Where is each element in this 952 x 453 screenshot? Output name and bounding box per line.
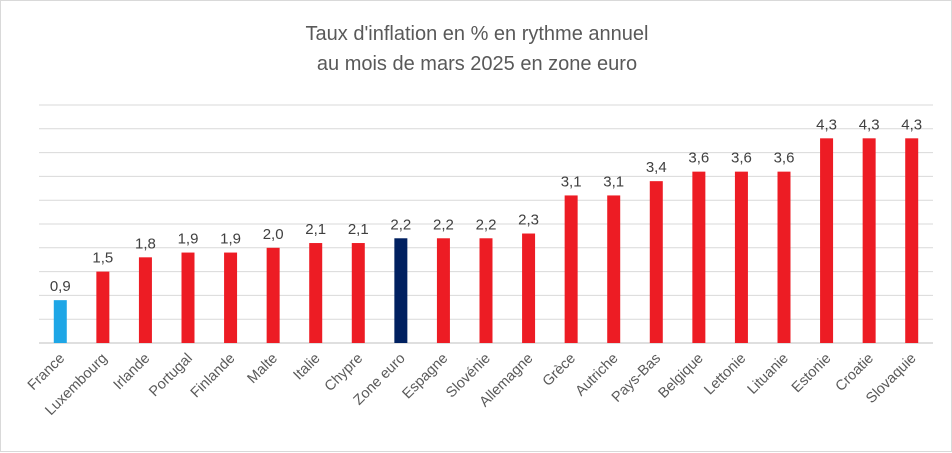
data-label: 1,5 xyxy=(92,250,113,267)
bar xyxy=(607,195,621,343)
bar xyxy=(692,171,706,343)
data-label: 2,2 xyxy=(390,216,411,233)
x-tick-label: Malte xyxy=(245,351,281,387)
bar xyxy=(649,181,663,343)
x-tick-label: Grèce xyxy=(540,351,579,390)
bar xyxy=(266,247,280,343)
bar xyxy=(224,252,238,343)
bar xyxy=(138,257,152,343)
data-label: 2,1 xyxy=(305,221,326,238)
bar xyxy=(394,238,408,343)
bar xyxy=(53,300,67,343)
bar xyxy=(734,171,748,343)
bar xyxy=(351,243,365,343)
data-label: 2,2 xyxy=(433,216,454,233)
bar xyxy=(862,138,876,343)
data-label: 3,6 xyxy=(688,150,709,167)
bar xyxy=(436,238,450,343)
data-label: 1,9 xyxy=(220,231,241,248)
bar xyxy=(777,171,791,343)
bar xyxy=(564,195,578,343)
data-label: 2,0 xyxy=(263,226,284,243)
x-tick-label: Espagne xyxy=(399,351,451,403)
bar xyxy=(181,252,195,343)
data-label: 2,2 xyxy=(476,216,497,233)
data-label: 1,9 xyxy=(178,231,199,248)
x-tick-label: Italie xyxy=(291,351,324,384)
chart-title-line-1: Taux d'inflation en % en rythme annuel xyxy=(305,23,649,45)
bar xyxy=(820,138,834,343)
data-label: 3,6 xyxy=(731,150,752,167)
chart-title-line-2: au mois de mars 2025 en zone euro xyxy=(316,53,638,75)
x-tick-label: Estonie xyxy=(789,351,835,397)
data-label: 4,3 xyxy=(816,116,837,133)
x-tick-label: Lettonie xyxy=(701,351,749,399)
data-label: 2,3 xyxy=(518,212,539,229)
bar xyxy=(479,238,493,343)
data-label: 3,4 xyxy=(646,159,667,176)
bar xyxy=(309,243,323,343)
data-label: 4,3 xyxy=(901,116,922,133)
data-label: 2,1 xyxy=(348,221,369,238)
x-tick-label: Portugal xyxy=(146,351,196,401)
bar xyxy=(96,271,110,343)
data-label: 4,3 xyxy=(859,116,880,133)
bar xyxy=(905,138,919,343)
bar xyxy=(522,233,536,343)
data-label: 3,1 xyxy=(561,173,582,190)
data-label: 3,6 xyxy=(774,150,795,167)
data-label: 1,8 xyxy=(135,235,156,252)
data-label: 3,1 xyxy=(603,173,624,190)
x-tick-label: Finlande xyxy=(188,351,239,402)
data-label: 0,9 xyxy=(50,278,71,295)
x-tick-label: Lituanie xyxy=(745,351,792,398)
x-tick-label: Belgique xyxy=(655,351,706,402)
